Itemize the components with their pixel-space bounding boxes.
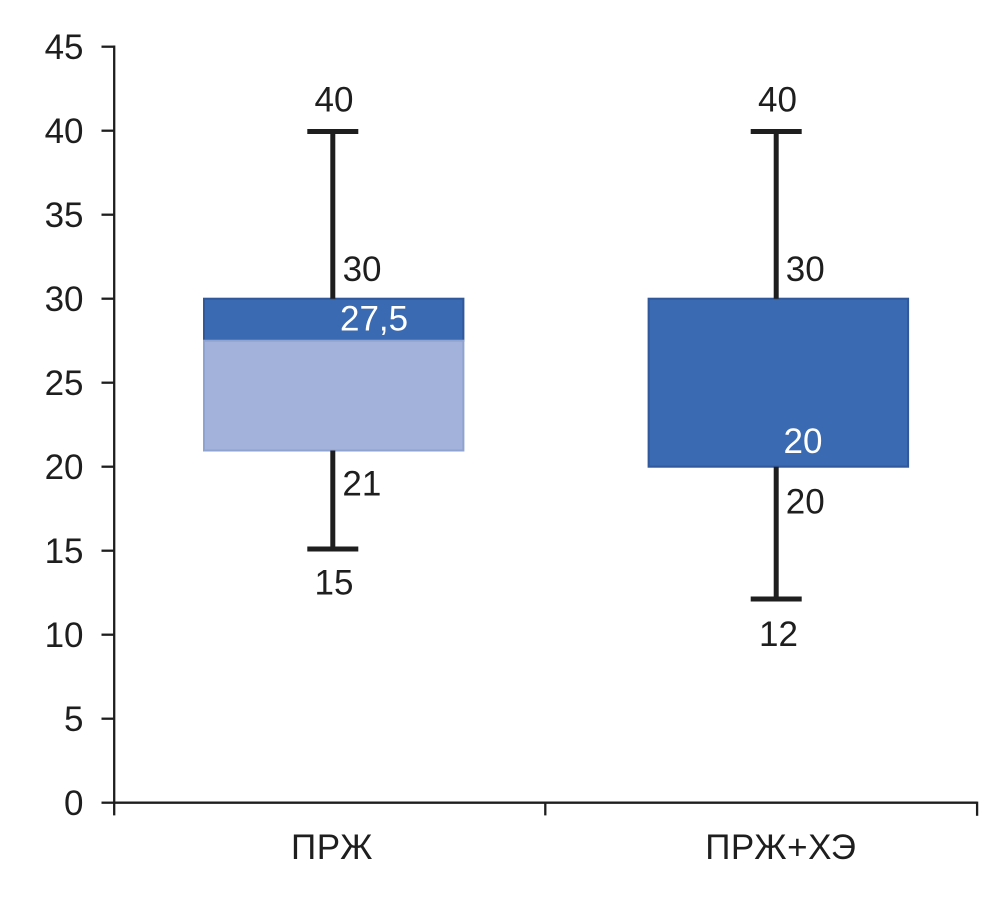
svg-text:27,5: 27,5 bbox=[340, 299, 408, 338]
svg-text:10: 10 bbox=[45, 616, 84, 655]
svg-text:21: 21 bbox=[342, 464, 381, 503]
svg-text:40: 40 bbox=[315, 80, 354, 119]
svg-text:0: 0 bbox=[64, 784, 83, 823]
svg-text:15: 15 bbox=[45, 532, 84, 571]
svg-text:45: 45 bbox=[45, 28, 84, 67]
svg-text:30: 30 bbox=[45, 280, 84, 319]
svg-text:15: 15 bbox=[315, 564, 354, 603]
svg-text:40: 40 bbox=[758, 80, 797, 119]
svg-text:20: 20 bbox=[784, 422, 823, 461]
svg-text:ПРЖ+ХЭ: ПРЖ+ХЭ bbox=[705, 828, 856, 867]
svg-text:12: 12 bbox=[759, 615, 798, 654]
svg-text:5: 5 bbox=[64, 700, 83, 739]
svg-text:25: 25 bbox=[45, 364, 84, 403]
svg-text:30: 30 bbox=[786, 250, 825, 289]
svg-text:ПРЖ: ПРЖ bbox=[291, 828, 373, 867]
svg-text:40: 40 bbox=[45, 112, 84, 151]
svg-text:30: 30 bbox=[343, 250, 382, 289]
svg-text:20: 20 bbox=[786, 483, 825, 522]
svg-text:20: 20 bbox=[45, 448, 84, 487]
svg-text:35: 35 bbox=[45, 196, 84, 235]
